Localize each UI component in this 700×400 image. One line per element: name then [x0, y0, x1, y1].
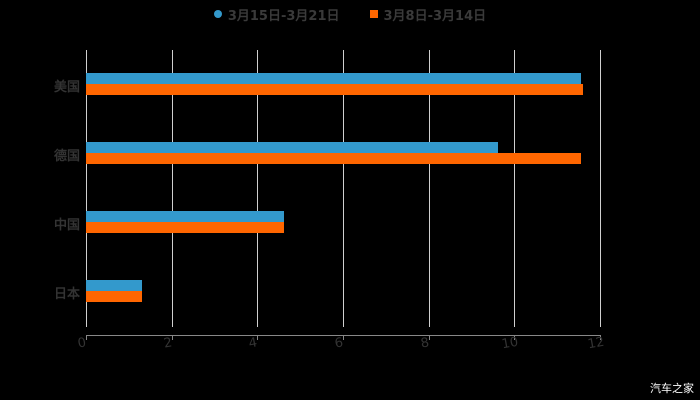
axis-tick — [257, 335, 258, 340]
gridline — [429, 50, 430, 327]
chart-legend: 3月15日-3月21日 3月8日-3月14日 — [0, 4, 700, 24]
bar-1[interactable] — [86, 142, 499, 153]
gridline — [600, 50, 601, 327]
bar-1[interactable] — [86, 280, 143, 291]
y-category-label: 日本 — [53, 287, 80, 302]
bar-2[interactable] — [86, 153, 582, 164]
gridline — [343, 50, 344, 327]
axis-tick — [600, 335, 601, 340]
y-category-label: 德国 — [53, 149, 80, 164]
y-category-label: 中国 — [53, 218, 80, 233]
x-tick-label: 12 — [586, 334, 606, 353]
axis-tick — [172, 335, 173, 340]
legend-item-series-2[interactable]: 3月8日-3月14日 — [369, 5, 487, 24]
bar-2[interactable] — [86, 222, 284, 233]
axis-tick — [86, 335, 87, 340]
bar-1[interactable] — [86, 73, 582, 84]
axis-tick — [514, 335, 515, 340]
legend-marker-circle-icon — [213, 10, 222, 18]
bar-2[interactable] — [86, 291, 143, 302]
gridline — [514, 50, 515, 327]
axis-tick — [429, 335, 430, 340]
bar-2[interactable] — [86, 84, 583, 95]
legend-marker-square-icon — [369, 10, 378, 18]
gridline — [172, 50, 173, 327]
legend-label: 3月15日-3月21日 — [227, 8, 340, 24]
gridline — [257, 50, 258, 327]
legend-item-series-1[interactable]: 3月15日-3月21日 — [213, 5, 340, 24]
bar-1[interactable] — [86, 211, 284, 222]
watermark: 汽车之家 — [650, 382, 694, 395]
legend-label: 3月8日-3月14日 — [383, 8, 487, 24]
y-category-label: 美国 — [53, 80, 80, 95]
x-tick-label: 10 — [500, 334, 520, 353]
gridline — [86, 50, 87, 327]
axis-tick — [343, 335, 344, 340]
